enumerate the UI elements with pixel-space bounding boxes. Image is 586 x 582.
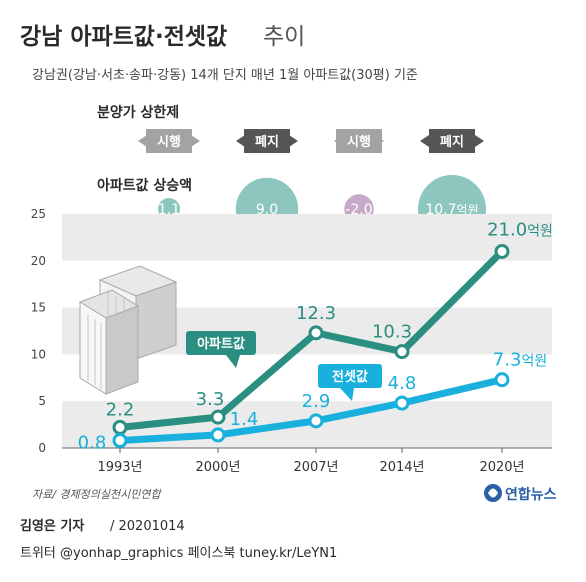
data-label: 10.3 xyxy=(372,322,412,343)
y-tick-label: 5 xyxy=(38,394,46,408)
policy-period-arrow: 폐지 xyxy=(420,129,484,153)
policy-period-box xyxy=(336,129,382,153)
y-tick-label: 10 xyxy=(31,347,46,361)
data-label: 4.8 xyxy=(388,373,417,394)
policy-period-box xyxy=(146,129,192,153)
source-note: 자료/ 경제정의실천시민연합 xyxy=(32,488,163,501)
data-point xyxy=(112,419,128,435)
author: 김영은 기자 xyxy=(20,519,84,534)
data-point xyxy=(112,433,128,449)
data-label: 12.3 xyxy=(296,303,336,324)
policy-period-label: 폐지 xyxy=(440,135,464,150)
data-point xyxy=(308,413,324,429)
apartment-building-icon xyxy=(78,265,178,395)
jeonse-series-callout: 전셋값 xyxy=(318,364,382,401)
policy-period-box xyxy=(429,129,475,153)
data-label: 7.3억원 xyxy=(493,350,547,371)
data-point xyxy=(494,243,510,259)
x-tick-label: 2020년 xyxy=(479,460,524,475)
policy-period-label: 폐지 xyxy=(255,135,279,150)
y-tick-label: 0 xyxy=(38,441,46,455)
grid-band xyxy=(62,214,552,261)
data-label: 2.2 xyxy=(106,399,135,420)
apt-series-callout: 아파트값 xyxy=(186,331,256,368)
social-links: 트위터 @yonhap_graphics 페이스북 tuney.kr/LeYN1 xyxy=(20,546,337,561)
x-tick-label: 2007년 xyxy=(293,460,338,475)
x-tick-label: 2014년 xyxy=(379,460,424,475)
y-axis: 0 5 10 15 20 25 xyxy=(31,207,46,455)
data-label: 1.4 xyxy=(230,409,259,430)
y-tick-label: 15 xyxy=(31,301,46,315)
data-point xyxy=(394,344,410,360)
policy-period-label: 시행 xyxy=(157,134,181,150)
y-tick-label: 25 xyxy=(31,207,46,221)
data-point xyxy=(494,372,510,388)
chart-title: 강남 아파트값·전셋값 xyxy=(20,24,227,50)
y-tick-label: 20 xyxy=(31,254,46,268)
logo-text: 연합뉴스 xyxy=(505,486,557,503)
policy-period-arrow: 폐지 xyxy=(236,129,298,153)
date: / 20201014 xyxy=(110,519,185,534)
jeonse-series-label: 전셋값 xyxy=(332,369,368,385)
data-point xyxy=(394,395,410,411)
policy-period-arrow: 시행 xyxy=(138,129,200,153)
policy-timeline: 시행 폐지 시행 폐지 xyxy=(138,129,484,153)
x-tick-label: 1993년 xyxy=(97,460,142,475)
policy-period-box xyxy=(244,129,290,153)
data-point xyxy=(308,325,324,341)
x-tick-label: 2000년 xyxy=(195,460,240,475)
data-label: 21.0억원 xyxy=(487,219,553,240)
data-label: 0.8 xyxy=(78,433,107,454)
data-point xyxy=(210,427,226,443)
data-label: 3.3 xyxy=(196,389,225,410)
yonhap-logo-icon xyxy=(484,484,502,502)
chart-title-tail: 추이 xyxy=(263,24,305,50)
policy-title: 분양가 상한제 xyxy=(97,105,179,121)
policy-period-arrow: 시행 xyxy=(334,129,384,153)
data-point xyxy=(210,409,226,425)
x-axis: 1993년 2000년 2007년 2014년 2020년 xyxy=(97,448,525,475)
apt-series-label: 아파트값 xyxy=(197,336,245,352)
policy-period-label: 시행 xyxy=(347,134,371,150)
increase-title: 아파트값 상승액 xyxy=(97,177,192,194)
chart-subtitle: 강남권(강남·서초·송파·강동) 14개 단지 매년 1월 아파트값(30평) … xyxy=(32,68,418,83)
data-label: 2.9 xyxy=(302,391,331,412)
